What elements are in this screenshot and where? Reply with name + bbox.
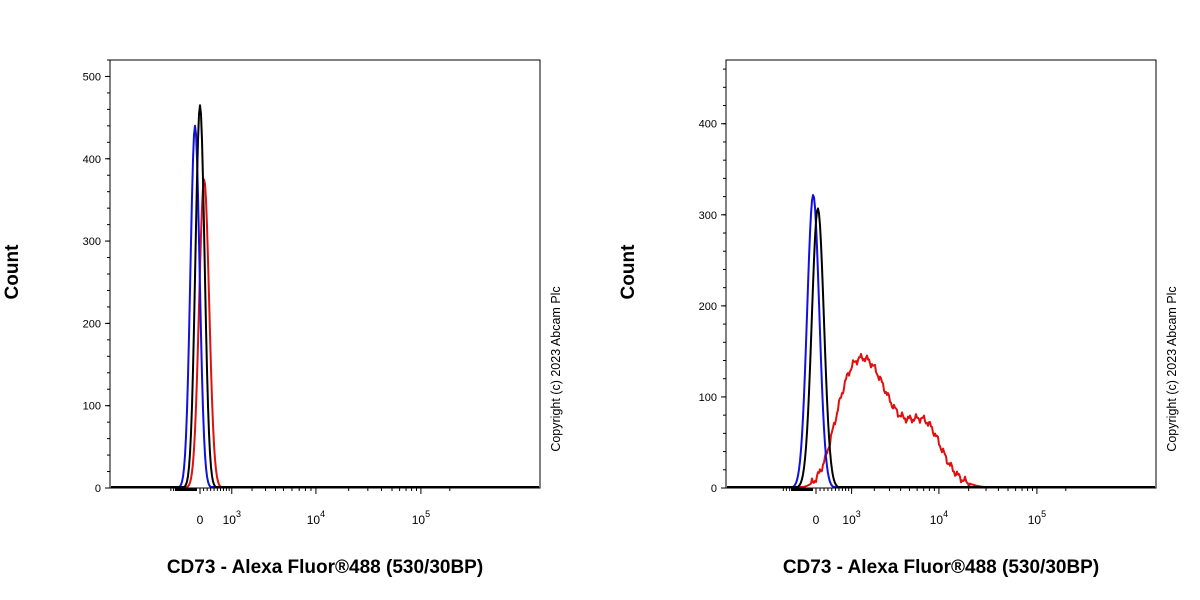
series-line-red bbox=[111, 178, 539, 488]
copyright-text: Copyright (c) 2023 Abcam Plc bbox=[549, 286, 563, 451]
series-line-red bbox=[727, 352, 1155, 488]
x-tick-exponent: 5 bbox=[425, 509, 430, 519]
x-tick-base: 10 bbox=[842, 513, 856, 527]
x-tick-label: 103 bbox=[223, 509, 241, 527]
y-axis-title: Count bbox=[618, 244, 639, 300]
series-line-black bbox=[727, 207, 1155, 488]
x-tick-exponent: 3 bbox=[236, 509, 241, 519]
x-tick-exponent: 3 bbox=[856, 509, 861, 519]
y-tick-label: 400 bbox=[83, 154, 101, 166]
plot-frame bbox=[109, 59, 541, 489]
x-tick-base: 10 bbox=[1028, 513, 1042, 527]
y-tick-label: 200 bbox=[83, 318, 101, 330]
x-tick-exponent: 4 bbox=[320, 509, 325, 519]
series-line-blue bbox=[111, 124, 539, 488]
y-tick-label: 0 bbox=[711, 483, 717, 495]
y-ticks: 0 100 200 300 400 bbox=[699, 68, 726, 495]
y-axis-title: Count bbox=[2, 244, 23, 300]
series-line-blue bbox=[727, 194, 1155, 488]
y-tick-label: 300 bbox=[699, 210, 717, 222]
x-tick-label: 0 bbox=[197, 513, 204, 527]
plot-frame bbox=[725, 59, 1157, 489]
x-tick-base: 0 bbox=[197, 513, 204, 527]
x-tick-label: 105 bbox=[412, 509, 430, 527]
x-axis-title: CD73 - Alexa Fluor®488 (530/30BP) bbox=[783, 557, 1099, 578]
y-tick-label: 500 bbox=[83, 71, 101, 83]
x-tick-base: 10 bbox=[223, 513, 237, 527]
y-tick-label: 300 bbox=[83, 236, 101, 248]
histogram-panel-right: Count CD73 - Alexa Fluor®488 (530/30BP) … bbox=[618, 59, 1179, 578]
y-tick-label: 100 bbox=[83, 401, 101, 413]
x-tick-base: 10 bbox=[412, 513, 426, 527]
x-tick-cluster bbox=[175, 488, 197, 491]
x-tick-label: 104 bbox=[307, 509, 325, 527]
x-tick-label: 0 bbox=[813, 513, 820, 527]
x-tick-cluster bbox=[791, 488, 813, 491]
y-ticks: 0 100 200 300 400 500 bbox=[83, 59, 110, 495]
histogram-panel-left: Count CD73 - Alexa Fluor®488 (530/30BP) … bbox=[2, 59, 563, 578]
series-curves bbox=[727, 194, 1155, 488]
x-tick-base: 10 bbox=[930, 513, 944, 527]
copyright-text: Copyright (c) 2023 Abcam Plc bbox=[1165, 286, 1179, 451]
series-curves bbox=[111, 104, 539, 488]
x-tick-label: 105 bbox=[1028, 509, 1046, 527]
x-tick-label: 103 bbox=[842, 509, 860, 527]
y-tick-label: 100 bbox=[699, 392, 717, 404]
y-tick-label: 0 bbox=[95, 483, 101, 495]
x-axis-title: CD73 - Alexa Fluor®488 (530/30BP) bbox=[167, 557, 483, 578]
x-ticks: 0 103 104 105 bbox=[170, 488, 451, 527]
x-tick-exponent: 5 bbox=[1041, 509, 1046, 519]
x-ticks: 0 103 104 105 bbox=[782, 488, 1067, 527]
y-tick-label: 200 bbox=[699, 301, 717, 313]
x-tick-base: 0 bbox=[813, 513, 820, 527]
x-tick-label: 104 bbox=[930, 509, 948, 527]
x-tick-base: 10 bbox=[307, 513, 321, 527]
series-line-black bbox=[111, 104, 539, 488]
y-tick-label: 400 bbox=[699, 119, 717, 131]
x-tick-exponent: 4 bbox=[943, 509, 948, 519]
